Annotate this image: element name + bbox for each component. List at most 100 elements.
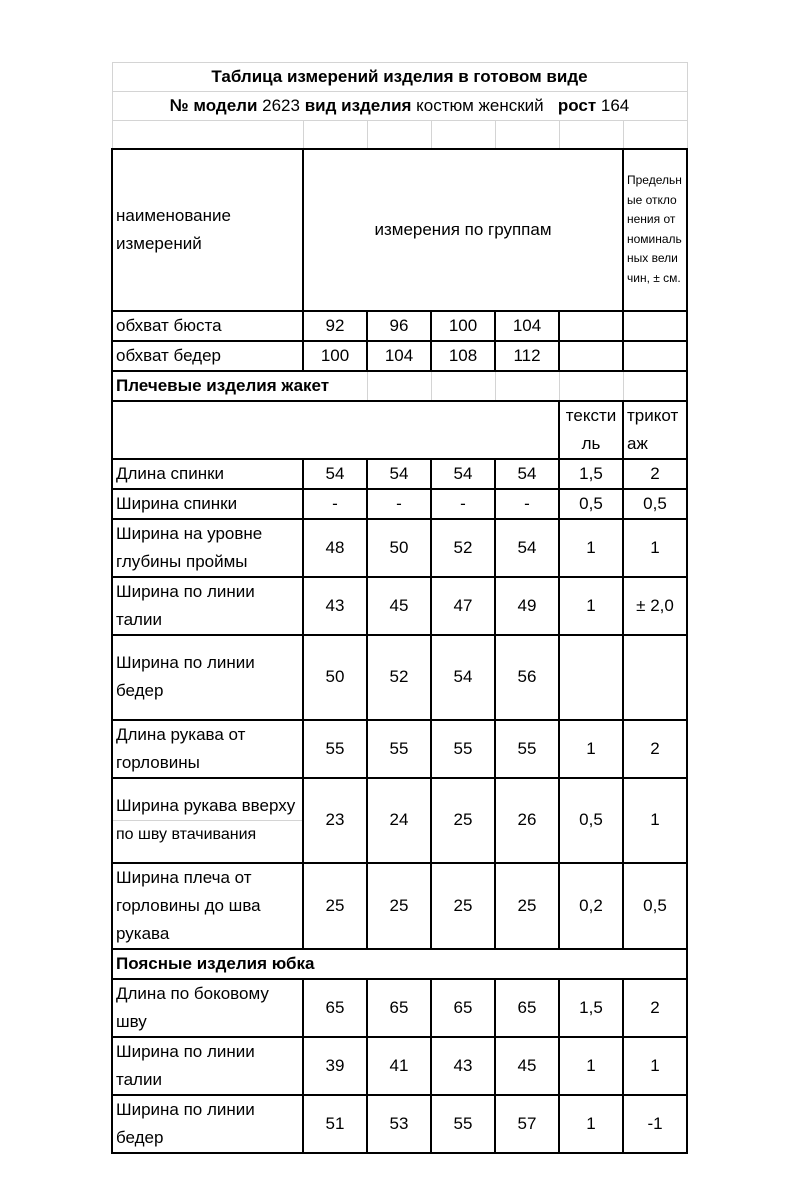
size-value: 50 (366, 517, 432, 578)
measurement-name: Ширина по линии талии (111, 1035, 304, 1096)
header-name-col: наименование измерений (111, 147, 304, 312)
tolerance-value: ± 2,0 (622, 575, 688, 636)
tolerance-value (622, 339, 688, 372)
size-value: 108 (430, 339, 496, 372)
size-value: 54 (366, 457, 432, 490)
size-value: 100 (430, 309, 496, 342)
size-value: 45 (494, 1035, 560, 1096)
section-title: Плечевые изделия жакет (111, 369, 368, 402)
measurement-name: обхват бюста (111, 309, 304, 342)
size-value: 104 (366, 339, 432, 372)
table-row: Длина по боковому шву 65 65 65 65 1,5 2 (111, 977, 688, 1038)
size-value: 25 (430, 861, 496, 950)
measurement-name: Длина рукава от горловины (111, 718, 304, 779)
measurement-name-text: Ширина рукава вверху (116, 796, 296, 815)
table-row: Ширина рукава вверху по шву втачивания 23 2… (111, 776, 688, 864)
table-title: Таблица измерений изделия в готовом виде (111, 62, 688, 92)
table-row: Ширина по линии бедер 51 53 55 57 1 -1 (111, 1093, 688, 1154)
empty-cell (622, 120, 688, 149)
height-value: 164 (600, 96, 630, 115)
tolerance-value: 1 (558, 1035, 624, 1096)
table-row: Ширина по линии талии 39 41 43 45 1 1 (111, 1035, 688, 1096)
model-line: № модели 2623 вид изделия костюм женский… (111, 91, 688, 121)
size-value: 65 (430, 977, 496, 1038)
size-value: 24 (366, 776, 432, 864)
size-value: 45 (366, 575, 432, 636)
size-value: - (430, 487, 496, 520)
measurement-name: Длина спинки (111, 457, 304, 490)
header-tolerance-col: Предельные отклонения от номинальных вел… (622, 147, 688, 312)
size-value: 25 (366, 861, 432, 950)
tolerance-value: 1 (622, 517, 688, 578)
measurement-name: обхват бедер (111, 339, 304, 372)
size-value: 41 (366, 1035, 432, 1096)
table-row: Ширина по линии талии 43 45 47 49 1 ± 2,0 (111, 575, 688, 636)
empty-cell (494, 120, 560, 149)
header-groups-col: измерения по группам (302, 147, 624, 312)
tolerance-value: 1 (622, 1035, 688, 1096)
type-label: вид изделия (304, 96, 412, 115)
size-value: 43 (430, 1035, 496, 1096)
tolerance-value: 1,5 (558, 977, 624, 1038)
tolerance-value: 2 (622, 718, 688, 779)
tolerance-value: -1 (622, 1093, 688, 1154)
measurement-note: по шву втачивания (114, 820, 301, 848)
tolerance-value (558, 633, 624, 721)
table-row: Ширина плеча от горловины до шва рукава 2… (111, 861, 688, 950)
tolerance-value: 0,2 (558, 861, 624, 950)
empty-cell (558, 370, 624, 402)
table-row: Длина рукава от горловины 55 55 55 55 1 2 (111, 718, 688, 779)
size-value: 54 (302, 457, 368, 490)
measurement-name: Ширина на уровне глубины проймы (111, 517, 304, 578)
empty-cell (430, 370, 496, 402)
size-value: 96 (366, 309, 432, 342)
size-value: 25 (430, 776, 496, 864)
tolerance-value: 1 (558, 575, 624, 636)
table-row: обхват бедер 100 104 108 112 (111, 339, 688, 372)
size-value: 52 (430, 517, 496, 578)
measurement-name: Ширина по линии бедер (111, 633, 304, 721)
section-title: Поясные изделия юбка (111, 947, 688, 980)
size-value: 23 (302, 776, 368, 864)
tolerance-value: 0,5 (558, 487, 624, 520)
tolerance-header-knitwear: трикотаж (622, 399, 688, 460)
tolerance-header-textile: текстиль (558, 399, 624, 460)
tolerance-value: 1,5 (558, 457, 624, 490)
empty-cell (494, 370, 560, 402)
measurement-name: Ширина по линии талии (111, 575, 304, 636)
table-row: обхват бюста 92 96 100 104 (111, 309, 688, 342)
size-value: 26 (494, 776, 560, 864)
measurement-name: Ширина по линии бедер (111, 1093, 304, 1154)
tolerance-value: 0,5 (558, 776, 624, 864)
measurement-name: Ширина спинки (111, 487, 304, 520)
size-value: 50 (302, 633, 368, 721)
type-value: костюм женский (416, 96, 544, 115)
size-value: - (494, 487, 560, 520)
size-value: 48 (302, 517, 368, 578)
model-value: 2623 (262, 96, 300, 115)
measurement-name: Длина по боковому шву (111, 977, 304, 1038)
empty-cell (558, 120, 624, 149)
size-value: 47 (430, 575, 496, 636)
tolerance-value: 1 (558, 1093, 624, 1154)
size-value: 51 (302, 1093, 368, 1154)
model-label: № модели (169, 96, 258, 115)
measurements-table: Таблица измерений изделия в готовом виде… (111, 62, 688, 1154)
size-value: 54 (430, 633, 496, 721)
empty-cell (622, 370, 688, 402)
tolerance-value (622, 309, 688, 342)
table-row: Ширина на уровне глубины проймы 48 50 52 54 1… (111, 517, 688, 578)
tolerance-value: 0,5 (622, 487, 688, 520)
size-value: 55 (366, 718, 432, 779)
tolerance-value: 2 (622, 977, 688, 1038)
section-header-row: Плечевые изделия жакет (111, 369, 688, 402)
table-row: Ширина спинки - - - -0,5 0,5 (111, 487, 688, 520)
size-value: 54 (430, 457, 496, 490)
size-value: 25 (494, 861, 560, 950)
size-value: 92 (302, 309, 368, 342)
size-value: 65 (366, 977, 432, 1038)
tolerance-value: 2 (622, 457, 688, 490)
tolerance-header-row: текстиль трикотаж (111, 399, 688, 460)
section-header-row: Поясные изделия юбка (111, 947, 688, 980)
size-value: 53 (366, 1093, 432, 1154)
